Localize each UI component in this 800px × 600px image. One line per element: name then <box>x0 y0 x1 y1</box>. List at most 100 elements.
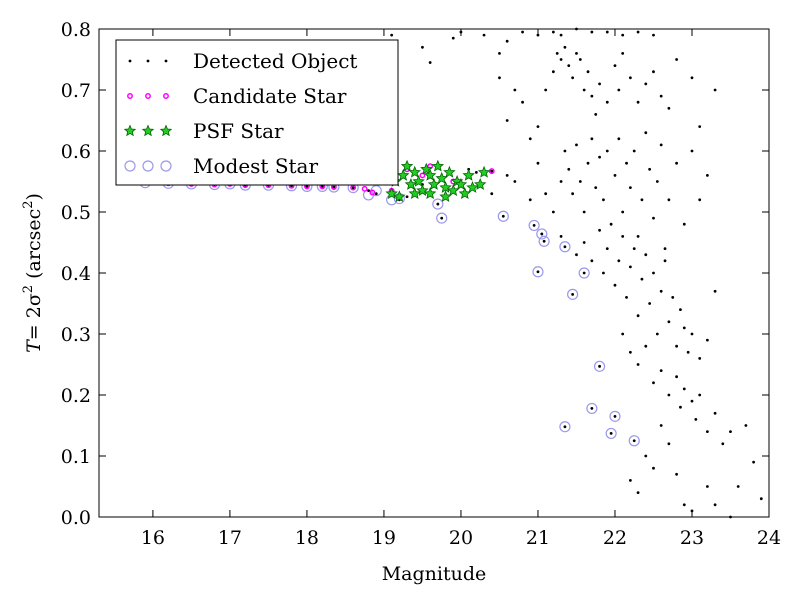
detected-object-point <box>644 454 648 458</box>
modest-star-point <box>593 360 606 372</box>
detected-object-point <box>698 393 702 397</box>
legend-marker <box>142 160 154 172</box>
y-tick-label: 0.0 <box>61 507 91 529</box>
detected-object-point <box>636 100 640 104</box>
legend-marker <box>163 93 169 99</box>
y-tick-label: 0.7 <box>61 80 91 102</box>
x-tick-label: 18 <box>295 527 319 549</box>
detected-object-point <box>682 326 686 330</box>
detected-object-point <box>663 259 667 263</box>
y-tick-label: 0.1 <box>61 446 91 468</box>
detected-object-point <box>752 460 755 464</box>
detected-object-point <box>682 387 686 391</box>
modest-star-point <box>586 402 598 415</box>
detected-object-point <box>490 192 494 196</box>
candidate-star-point <box>488 168 495 175</box>
psf-star-point <box>477 165 491 178</box>
detected-object-point <box>621 33 625 37</box>
psf-star-point <box>404 178 418 190</box>
modest-star-point <box>538 235 550 247</box>
detected-object-point <box>598 228 601 232</box>
detected-object-point <box>436 202 440 206</box>
detected-object-point <box>563 245 567 249</box>
detected-object-point <box>594 113 598 116</box>
detected-object-point <box>621 52 625 55</box>
psf-star-point <box>423 187 437 199</box>
modest-star-point <box>528 219 540 232</box>
psf-star-point <box>393 190 406 203</box>
legend: Detected Object Candidate Star PSF Star Mod… <box>115 39 399 186</box>
x-tick-label: 21 <box>526 527 550 549</box>
detected-object-point <box>636 314 640 318</box>
legend-entry: Candidate Star <box>127 84 347 108</box>
detected-object-point <box>505 119 509 122</box>
detected-object-point <box>559 180 563 183</box>
detected-object-point <box>698 357 702 360</box>
detected-object-point <box>729 430 732 433</box>
y-tick-label: 0.4 <box>61 263 91 285</box>
legend-box <box>115 39 399 186</box>
detected-object-point <box>721 442 725 446</box>
detected-object-point <box>563 45 567 49</box>
psf-star-point <box>447 184 460 196</box>
detected-object-point <box>582 210 586 214</box>
psf-star-point <box>435 171 448 184</box>
modest-star-point <box>605 427 617 440</box>
detected-object-point <box>621 210 625 214</box>
detected-object-point <box>594 186 598 190</box>
detected-object-point <box>636 491 640 494</box>
detected-object-point <box>405 195 409 199</box>
detected-object-point <box>713 503 717 507</box>
detected-object-point <box>575 253 578 257</box>
detected-object-point <box>667 198 671 202</box>
detected-object-point <box>501 214 505 218</box>
detected-object-point <box>613 174 617 177</box>
psf-star-point <box>423 168 437 181</box>
detected-object-point <box>474 170 478 174</box>
detected-object-point <box>659 424 663 427</box>
detected-object-point <box>305 184 309 188</box>
legend-marker <box>145 93 151 99</box>
detected-object-point <box>640 198 644 202</box>
detected-object-point <box>505 174 509 177</box>
legend-marker <box>127 93 133 99</box>
detected-object-point <box>575 143 578 147</box>
x-tick-label: 24 <box>757 527 781 549</box>
legend-marker <box>123 124 137 137</box>
detected-object-point <box>628 479 632 482</box>
detected-object-point <box>652 33 655 37</box>
detected-object-point <box>586 70 590 74</box>
detected-object-point <box>563 425 567 429</box>
detected-object-point <box>713 289 717 293</box>
psf-star-point <box>431 159 445 172</box>
x-tick-label: 17 <box>218 527 242 549</box>
detected-object-point <box>613 414 617 418</box>
detected-object-point <box>528 137 532 141</box>
legend-entry: PSF Star <box>123 119 284 143</box>
detected-object-point <box>521 30 524 34</box>
detected-object-point <box>374 192 378 196</box>
detected-object-point <box>555 52 559 55</box>
y-label-sup: 2 <box>21 285 36 293</box>
modest-star-point <box>628 435 640 447</box>
modest-star-point <box>536 228 548 240</box>
y-axis-label: T= 2σ2 (arcsec2) <box>21 193 45 353</box>
legend-marker <box>160 160 172 172</box>
modest-star-point <box>432 198 444 210</box>
psf-star-point <box>462 168 475 181</box>
psf-star-point <box>420 162 433 175</box>
psf-star-point <box>412 174 425 187</box>
detected-object-point <box>628 186 632 190</box>
axis-ticks: 16 17 18 19 20 21 22 23 24 0.0 0.1 0.2 0.3 0.4 0.5 0.6 0… <box>61 19 781 549</box>
detected-object-point <box>536 270 540 274</box>
detected-object-point <box>713 88 717 92</box>
modest-star-point <box>559 241 571 253</box>
detected-object-point <box>551 70 555 74</box>
detected-object-point <box>652 70 655 74</box>
detected-object-point <box>605 30 609 34</box>
detected-object-point <box>563 149 567 153</box>
legend-label: Modest Star <box>193 154 318 178</box>
detected-object-point <box>667 320 671 324</box>
detected-object-point <box>498 52 501 55</box>
detected-object-point <box>636 363 640 366</box>
